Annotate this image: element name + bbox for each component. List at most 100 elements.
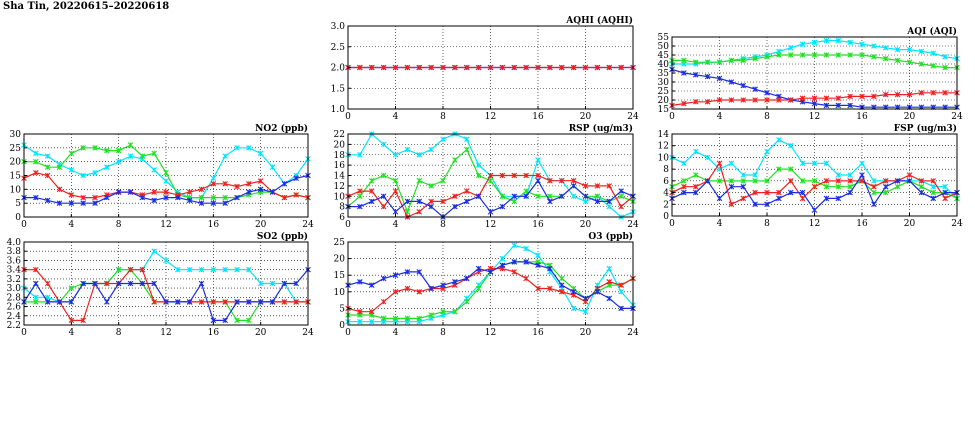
fsp-series-green-point	[799, 178, 806, 184]
aqi-ytick-label: 40	[658, 60, 670, 70]
no2-series-blue-point	[139, 194, 146, 201]
so2-series-blue-point	[293, 280, 299, 287]
so2-series-blue-point	[198, 280, 205, 287]
rsp-series-blue-point	[511, 193, 518, 200]
so2-series-cyan-point	[246, 266, 252, 273]
fsp-series-green-point	[918, 183, 925, 190]
o3-series-red-point	[606, 279, 613, 285]
o3-series-blue-point	[523, 259, 529, 265]
fsp-series-red-point	[811, 183, 818, 190]
so2-series-blue-point	[33, 280, 39, 287]
o3-series-green-point	[428, 312, 434, 318]
no2-series-cyan-point	[68, 167, 75, 173]
aqi-series-cyan-point	[835, 37, 842, 44]
aqi-series-red-point	[882, 91, 889, 98]
no2-series-cyan-point	[104, 164, 110, 170]
o3-xtick-label: 24	[627, 328, 639, 338]
fsp-xtick-label: 20	[904, 219, 916, 229]
aqi-ytick-label: 45	[658, 51, 670, 61]
fsp-ytick-label: 12	[658, 142, 669, 152]
fsp-series-cyan-point	[835, 172, 842, 178]
fsp-series-green-point	[681, 178, 687, 184]
rsp-series-red-point	[570, 177, 577, 184]
no2-series-cyan-point	[92, 169, 98, 176]
aqi-series-cyan-point	[918, 48, 925, 55]
so2-ytick-label: 2.8	[7, 293, 22, 303]
rsp-series-green-point	[416, 177, 423, 184]
aqi-series-red-point	[811, 95, 818, 101]
so2-series-blue-point	[104, 299, 110, 305]
aqi-ytick-label: 15	[658, 105, 670, 115]
rsp-series-blue-point	[487, 209, 494, 215]
so2-series-blue-point	[175, 299, 181, 305]
fsp-series-green-point	[692, 172, 699, 178]
no2-series-red-point	[56, 186, 63, 193]
aqi-series-green-point	[728, 57, 735, 64]
no2-series-red-point	[210, 181, 217, 187]
no2-series-red-point	[151, 189, 157, 195]
o3-xtick-label: 12	[485, 328, 496, 338]
fsp-series-cyan-point	[799, 160, 806, 167]
fsp-xtick-label: 0	[669, 219, 675, 229]
fsp-title: FSP (ug/m3)	[894, 123, 957, 134]
rsp-series-blue-point	[606, 198, 613, 205]
aqi-series-cyan-point	[930, 50, 937, 56]
rsp-series-cyan-point	[357, 151, 363, 158]
rsp-series-blue-point	[582, 193, 589, 200]
no2-xtick-label: 4	[68, 220, 74, 230]
fsp-series-blue-point	[692, 189, 699, 196]
o3-series-cyan-point	[499, 255, 506, 262]
fsp-series-red-point	[776, 189, 782, 196]
aqi-series-green-point	[799, 52, 806, 58]
rsp-series-blue-point	[368, 198, 375, 205]
rsp-series-blue-point	[463, 198, 470, 205]
rsp-series-green-point	[463, 146, 470, 153]
so2-series-red-point	[222, 299, 228, 305]
no2-series-blue-point	[175, 194, 181, 201]
fsp-series-cyan-point	[847, 172, 853, 178]
fsp-series-green-point	[787, 166, 794, 172]
aqi-series-red-point	[681, 100, 687, 107]
o3-series-green-point	[463, 298, 470, 305]
rsp-series-red-point	[380, 203, 387, 210]
aqi-series-red-point	[776, 97, 782, 103]
rsp-series-cyan-point	[606, 203, 613, 210]
aqi-series-green-point	[894, 57, 901, 64]
o3-ytick-label: 10	[334, 288, 346, 298]
fsp-series-green-point	[871, 189, 877, 196]
fsp-series-green-point	[894, 183, 901, 190]
aqi-title: AQI (AQI)	[906, 26, 957, 37]
aqi-ytick-label: 55	[658, 33, 670, 43]
fsp-series-red-point	[942, 195, 948, 202]
no2-xtick-label: 12	[160, 220, 171, 230]
rsp-series-blue-point	[594, 198, 601, 205]
rsp-series-cyan-point	[440, 136, 446, 142]
o3-series-green-point	[392, 315, 399, 322]
o3-series-red-point	[535, 285, 541, 292]
so2-series-cyan-point	[257, 280, 264, 287]
aqi-series-red-point	[859, 93, 865, 100]
fsp-series-red-point	[823, 178, 830, 184]
aqi-series-red-point	[906, 91, 913, 98]
so2-series-red-point	[139, 266, 146, 273]
no2-series-cyan-point	[115, 158, 122, 165]
so2-series-blue-point	[139, 280, 146, 287]
fsp-series-red-point	[882, 178, 889, 184]
rsp-series-red-point	[357, 188, 363, 194]
rsp-series-blue-point	[535, 177, 541, 184]
o3-series-red-point	[380, 298, 387, 305]
no2-ytick-label: 0	[15, 213, 21, 223]
aqi-series-blue-point	[692, 72, 699, 78]
so2-series-blue-point	[281, 280, 288, 287]
so2-series-red-point	[33, 266, 39, 273]
o3-series-cyan-point	[570, 305, 577, 312]
o3-series-green-point	[404, 315, 411, 322]
o3-xtick-label: 4	[393, 328, 399, 338]
fsp-xtick-label: 8	[764, 219, 770, 229]
fsp-series-green-point	[740, 178, 747, 184]
fsp-series-red-point	[871, 183, 877, 190]
so2-series-green-point	[33, 299, 39, 305]
no2-series-red-point	[33, 169, 39, 176]
so2-xtick-label: 0	[21, 328, 27, 338]
fsp-series-blue-point	[764, 201, 770, 208]
